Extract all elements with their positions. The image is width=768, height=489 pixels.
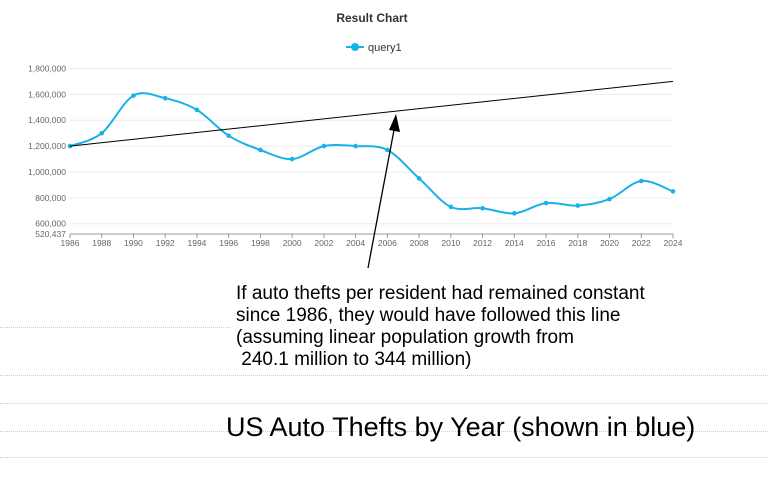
x-tick-label: 2018: [568, 238, 587, 248]
chart-area: Result Chart query1 1,800,0001,600,0001,…: [28, 11, 683, 269]
data-point[interactable]: [670, 189, 676, 194]
y-tick-label: 1,400,000: [28, 115, 66, 125]
x-tick-label: 1986: [61, 238, 80, 248]
x-tick-label: 2016: [537, 238, 556, 248]
data-point[interactable]: [289, 156, 295, 162]
y-tick-label: 1,600,000: [28, 89, 66, 99]
annotation-arrowhead: [389, 114, 400, 132]
legend-dot-marker: [351, 43, 359, 51]
y-tick-label: 1,800,000: [28, 63, 66, 73]
annotation-arrow: [367, 129, 395, 269]
y-tick-label: 600,000: [35, 219, 66, 229]
x-tick-label: 2006: [378, 238, 397, 248]
data-point[interactable]: [353, 143, 358, 149]
legend[interactable]: query1: [346, 42, 402, 54]
x-tick-label: 2022: [632, 238, 651, 248]
y-axis: 1,800,000 1,600,000 1,400,000 1,200,000 1,00…: [28, 63, 66, 239]
x-tick-label: 2010: [441, 238, 460, 248]
y-tick-label: 1,000,000: [28, 167, 66, 177]
y-tick-label: 520,437: [35, 229, 66, 239]
x-axis: 1986 1988 1990 1992 1994 1996 1998 2000 2002 2004…: [61, 233, 683, 248]
data-point[interactable]: [162, 95, 168, 101]
x-tick-label: 1988: [92, 238, 111, 248]
background-dotted-line: [0, 431, 768, 432]
x-tick-label: 2008: [410, 238, 429, 248]
series-line-query1: [69, 92, 674, 215]
data-point[interactable]: [321, 143, 327, 149]
data-point[interactable]: [131, 93, 136, 98]
x-tick-label: 1992: [156, 238, 175, 248]
background-dotted-line: [0, 327, 230, 328]
x-tick-label: 2000: [283, 238, 302, 248]
x-tick-label: 2012: [473, 238, 492, 248]
x-tick-label: 2014: [505, 238, 524, 248]
x-tick-label: 2024: [664, 238, 683, 248]
x-tick-label: 2020: [600, 238, 619, 248]
data-point[interactable]: [99, 130, 105, 136]
data-point[interactable]: [258, 147, 263, 153]
x-tick-label: 1994: [187, 238, 206, 248]
annotation-text: If auto thefts per resident had remained…: [236, 283, 645, 371]
grid-lines: [70, 67, 673, 235]
data-point[interactable]: [226, 133, 231, 139]
annotation-line: If auto thefts per resident had remained…: [236, 283, 645, 304]
annotation-line: (assuming linear population growth from: [236, 327, 574, 348]
y-tick-label: 800,000: [35, 193, 66, 203]
background-dotted-line: [0, 457, 768, 458]
data-point[interactable]: [480, 205, 485, 211]
data-point[interactable]: [448, 204, 454, 210]
data-point[interactable]: [638, 178, 644, 184]
annotation-line: 240.1 million to 344 million): [236, 349, 472, 370]
x-tick-label: 1996: [219, 238, 238, 248]
chart-title: Result Chart: [336, 11, 407, 25]
caption: US Auto Thefts by Year (shown in blue): [226, 412, 696, 442]
series-points: [67, 93, 676, 216]
x-tick-label: 2004: [346, 238, 365, 248]
data-point[interactable]: [194, 107, 200, 113]
data-point[interactable]: [512, 211, 517, 216]
background-dotted-line: [0, 375, 768, 376]
data-point[interactable]: [607, 196, 612, 202]
reference-trend-line: [69, 80, 674, 147]
y-tick-label: 1,200,000: [28, 141, 66, 151]
x-tick-label: 1998: [251, 238, 270, 248]
background-dotted-line: [0, 403, 768, 404]
x-tick-label: 2002: [314, 238, 333, 248]
data-point[interactable]: [575, 203, 581, 208]
data-point[interactable]: [385, 147, 390, 153]
annotation-line: since 1986, they would have followed thi…: [236, 305, 621, 326]
legend-label: query1: [368, 42, 402, 54]
data-point[interactable]: [543, 200, 549, 206]
data-point[interactable]: [416, 176, 422, 181]
x-tick-label: 1990: [124, 238, 143, 248]
